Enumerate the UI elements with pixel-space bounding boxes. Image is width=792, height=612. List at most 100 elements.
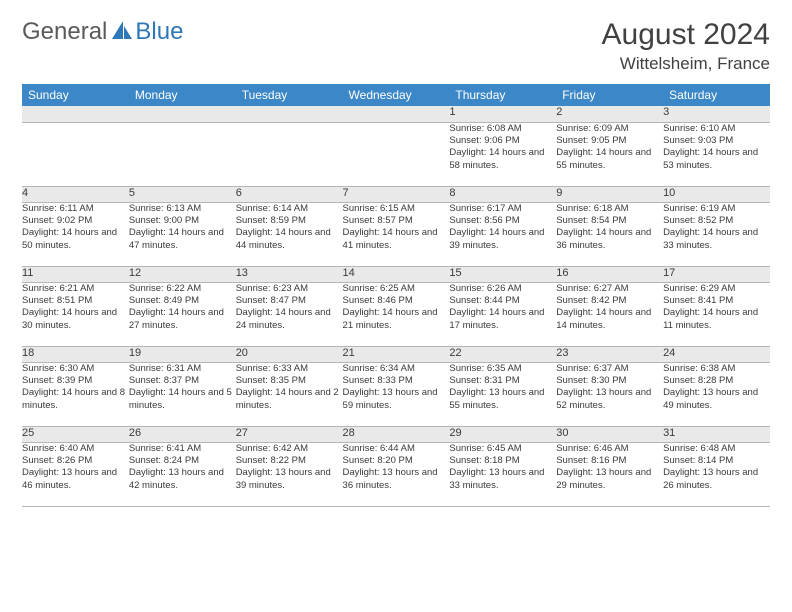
sunrise-line: Sunrise: 6:46 AM [556,443,663,455]
day-number-cell: 2 [556,106,663,122]
day-number-cell: 31 [663,426,770,442]
sunrise-line: Sunrise: 6:11 AM [22,203,129,215]
sunrise-line: Sunrise: 6:37 AM [556,363,663,375]
detail-row: Sunrise: 6:30 AMSunset: 8:39 PMDaylight:… [22,362,770,426]
daylight-line: Daylight: 13 hours and 33 minutes. [449,467,556,492]
daylight-line: Daylight: 13 hours and 42 minutes. [129,467,236,492]
daylight-line: Daylight: 13 hours and 36 minutes. [343,467,450,492]
day-number-cell: 8 [449,186,556,202]
daylight-line: Daylight: 14 hours and 33 minutes. [663,227,770,252]
weekday-header: Saturday [663,84,770,106]
brand-part1: General [22,18,107,46]
day-number-cell: 26 [129,426,236,442]
day-detail-cell: Sunrise: 6:31 AMSunset: 8:37 PMDaylight:… [129,362,236,426]
sunrise-line: Sunrise: 6:42 AM [236,443,343,455]
day-detail-cell: Sunrise: 6:08 AMSunset: 9:06 PMDaylight:… [449,122,556,186]
day-detail-cell: Sunrise: 6:38 AMSunset: 8:28 PMDaylight:… [663,362,770,426]
sunset-line: Sunset: 8:54 PM [556,215,663,227]
sunset-line: Sunset: 8:14 PM [663,455,770,467]
day-detail-cell: Sunrise: 6:22 AMSunset: 8:49 PMDaylight:… [129,282,236,346]
day-number-cell: 13 [236,266,343,282]
sunrise-line: Sunrise: 6:09 AM [556,123,663,135]
weekday-header: Wednesday [343,84,450,106]
day-number-cell: 18 [22,346,129,362]
day-detail-cell: Sunrise: 6:25 AMSunset: 8:46 PMDaylight:… [343,282,450,346]
daylight-line: Daylight: 14 hours and 36 minutes. [556,227,663,252]
daylight-line: Daylight: 14 hours and 53 minutes. [663,147,770,172]
daynum-row: 25262728293031 [22,426,770,442]
day-number-cell: 30 [556,426,663,442]
day-number-cell: 7 [343,186,450,202]
daynum-row: 18192021222324 [22,346,770,362]
sunset-line: Sunset: 9:06 PM [449,135,556,147]
day-number-cell: 25 [22,426,129,442]
sunrise-line: Sunrise: 6:19 AM [663,203,770,215]
daynum-row: 11121314151617 [22,266,770,282]
sunset-line: Sunset: 8:37 PM [129,375,236,387]
day-detail-cell: Sunrise: 6:11 AMSunset: 9:02 PMDaylight:… [22,202,129,266]
sunset-line: Sunset: 9:02 PM [22,215,129,227]
daylight-line: Daylight: 14 hours and 8 minutes. [22,387,129,412]
daylight-line: Daylight: 13 hours and 46 minutes. [22,467,129,492]
sunset-line: Sunset: 8:41 PM [663,295,770,307]
day-number-cell: 24 [663,346,770,362]
sunset-line: Sunset: 8:59 PM [236,215,343,227]
sunset-line: Sunset: 8:47 PM [236,295,343,307]
day-number-cell: 17 [663,266,770,282]
day-number-cell [343,106,450,122]
sunset-line: Sunset: 9:00 PM [129,215,236,227]
daylight-line: Daylight: 14 hours and 11 minutes. [663,307,770,332]
sunrise-line: Sunrise: 6:26 AM [449,283,556,295]
sunrise-line: Sunrise: 6:18 AM [556,203,663,215]
day-number-cell: 3 [663,106,770,122]
day-detail-cell: Sunrise: 6:33 AMSunset: 8:35 PMDaylight:… [236,362,343,426]
sunrise-line: Sunrise: 6:33 AM [236,363,343,375]
detail-row: Sunrise: 6:21 AMSunset: 8:51 PMDaylight:… [22,282,770,346]
day-number-cell: 21 [343,346,450,362]
weekday-header: Friday [556,84,663,106]
daylight-line: Daylight: 14 hours and 39 minutes. [449,227,556,252]
daylight-line: Daylight: 14 hours and 17 minutes. [449,307,556,332]
daylight-line: Daylight: 13 hours and 26 minutes. [663,467,770,492]
day-number-cell: 23 [556,346,663,362]
sunset-line: Sunset: 8:26 PM [22,455,129,467]
day-number-cell: 11 [22,266,129,282]
day-detail-cell: Sunrise: 6:37 AMSunset: 8:30 PMDaylight:… [556,362,663,426]
daylight-line: Daylight: 13 hours and 39 minutes. [236,467,343,492]
day-detail-cell [236,122,343,186]
daylight-line: Daylight: 14 hours and 24 minutes. [236,307,343,332]
weekday-header: Monday [129,84,236,106]
day-detail-cell: Sunrise: 6:18 AMSunset: 8:54 PMDaylight:… [556,202,663,266]
sunset-line: Sunset: 8:42 PM [556,295,663,307]
day-number-cell: 4 [22,186,129,202]
day-number-cell: 16 [556,266,663,282]
day-number-cell [129,106,236,122]
day-detail-cell: Sunrise: 6:45 AMSunset: 8:18 PMDaylight:… [449,442,556,506]
brand-sail-icon [111,20,133,45]
day-detail-cell: Sunrise: 6:29 AMSunset: 8:41 PMDaylight:… [663,282,770,346]
day-number-cell: 15 [449,266,556,282]
day-detail-cell: Sunrise: 6:41 AMSunset: 8:24 PMDaylight:… [129,442,236,506]
daylight-line: Daylight: 13 hours and 52 minutes. [556,387,663,412]
day-detail-cell: Sunrise: 6:42 AMSunset: 8:22 PMDaylight:… [236,442,343,506]
sunrise-line: Sunrise: 6:13 AM [129,203,236,215]
sunrise-line: Sunrise: 6:22 AM [129,283,236,295]
day-detail-cell: Sunrise: 6:26 AMSunset: 8:44 PMDaylight:… [449,282,556,346]
sunrise-line: Sunrise: 6:25 AM [343,283,450,295]
sunset-line: Sunset: 8:30 PM [556,375,663,387]
day-number-cell: 14 [343,266,450,282]
daynum-row: 45678910 [22,186,770,202]
daylight-line: Daylight: 14 hours and 2 minutes. [236,387,343,412]
daylight-line: Daylight: 14 hours and 27 minutes. [129,307,236,332]
day-number-cell: 28 [343,426,450,442]
sunrise-line: Sunrise: 6:45 AM [449,443,556,455]
day-detail-cell: Sunrise: 6:13 AMSunset: 9:00 PMDaylight:… [129,202,236,266]
day-detail-cell: Sunrise: 6:10 AMSunset: 9:03 PMDaylight:… [663,122,770,186]
brand-logo: General Blue [22,18,183,46]
daylight-line: Daylight: 14 hours and 58 minutes. [449,147,556,172]
day-number-cell: 10 [663,186,770,202]
sunrise-line: Sunrise: 6:08 AM [449,123,556,135]
day-detail-cell: Sunrise: 6:34 AMSunset: 8:33 PMDaylight:… [343,362,450,426]
sunrise-line: Sunrise: 6:17 AM [449,203,556,215]
weekday-header: Thursday [449,84,556,106]
